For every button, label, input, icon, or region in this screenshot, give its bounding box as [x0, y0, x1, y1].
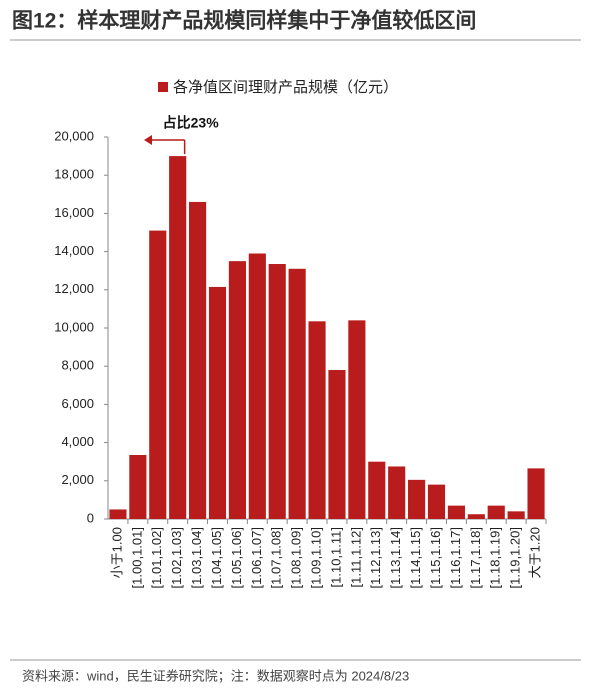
bar: [427, 484, 446, 519]
x-tick-label: [1.00,1.01]: [129, 527, 144, 588]
bar: [248, 253, 266, 519]
x-tick-label: [1.05,1.06]: [229, 527, 244, 588]
x-tick-label: 大于1.20: [527, 527, 542, 578]
x-tick-label: [1.01,1.02]: [149, 527, 164, 588]
bar: [149, 230, 167, 519]
x-tick-label: [1.03,1.04]: [189, 527, 204, 588]
bar: [288, 268, 306, 519]
x-tick-label: [1.11,1.12]: [348, 527, 363, 587]
legend-label: 各净值区间理财产品规模（亿元）: [173, 79, 398, 96]
x-tick-label: [1.19,1.20]: [508, 527, 523, 588]
x-tick-label: [1.09,1.10]: [308, 527, 323, 588]
annotation: 占比23%: [163, 115, 220, 131]
bar: [328, 370, 346, 519]
bar: [388, 466, 406, 519]
bar: [208, 286, 227, 519]
y-tick-label: 0: [87, 510, 94, 525]
bar: [368, 461, 386, 519]
y-tick-label: 18,000: [54, 167, 94, 182]
x-tick-label: [1.14,1.15]: [408, 527, 423, 588]
bar: [109, 509, 127, 519]
chart-title: 图12：样本理财产品规模同样集中于净值较低区间: [12, 9, 476, 33]
y-tick-label: 8,000: [61, 358, 94, 373]
x-tick-label: [1.02,1.03]: [169, 527, 184, 588]
y-tick-label: 14,000: [54, 243, 94, 258]
y-tick-label: 10,000: [54, 319, 94, 334]
bar: [447, 505, 465, 519]
bar: [268, 264, 286, 519]
y-tick-label: 16,000: [54, 205, 94, 220]
y-tick-label: 20,000: [54, 128, 94, 143]
x-tick-label: [1.06,1.07]: [249, 527, 264, 588]
x-tick-label: [1.08,1.09]: [289, 527, 304, 588]
bar: [408, 479, 426, 519]
bar: [169, 156, 187, 519]
x-tick-label: [1.12,1.13]: [368, 527, 383, 588]
bar: [467, 514, 485, 519]
annotation-arrow: [144, 135, 152, 145]
legend-swatch: [158, 82, 168, 92]
x-tick-label: 小于1.00: [109, 527, 124, 578]
bar: [527, 468, 545, 519]
x-tick-label: [1.07,1.08]: [269, 527, 284, 588]
bar: [308, 321, 326, 519]
y-tick-label: 4,000: [61, 434, 94, 449]
bar: [228, 261, 246, 519]
bar: [348, 320, 366, 519]
x-tick-label: [1.13,1.14]: [388, 527, 403, 588]
x-tick-label: [1.16,1.17]: [448, 527, 463, 588]
x-tick-label: [1.04,1.05]: [209, 527, 224, 588]
source: 资料来源：wind，民生证券研究院；注：数据观察时点为 2024/8/23: [22, 668, 409, 684]
bar: [129, 455, 147, 519]
x-tick-label: [1.10,1.11]: [328, 527, 343, 587]
x-tick-label: [1.18,1.19]: [488, 527, 503, 588]
bar: [487, 505, 505, 519]
y-tick-label: 2,000: [61, 472, 94, 487]
bar: [507, 511, 525, 519]
x-tick-label: [1.17,1.18]: [468, 527, 483, 588]
bar: [189, 201, 207, 519]
y-tick-label: 12,000: [54, 281, 94, 296]
y-tick-label: 6,000: [61, 396, 94, 411]
x-tick-label: [1.15,1.16]: [428, 527, 443, 588]
